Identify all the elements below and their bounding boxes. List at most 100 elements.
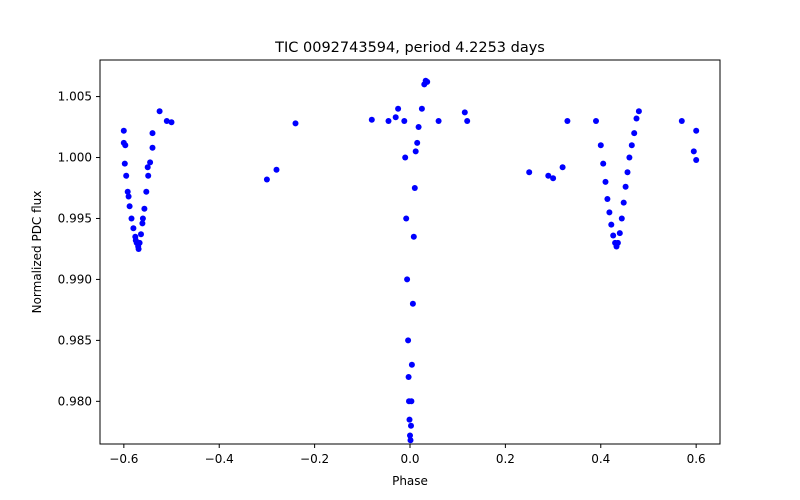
data-point [408, 422, 414, 429]
data-point [385, 118, 392, 124]
data-point [622, 183, 629, 190]
x-tick-label: 0.4 [591, 452, 610, 466]
data-point [631, 130, 638, 137]
chart-title: TIC 0092743594, period 4.2253 days [274, 40, 545, 56]
data-point [690, 148, 697, 155]
data-point [122, 142, 129, 149]
points-layer [120, 77, 700, 444]
data-point [156, 108, 163, 115]
data-point [606, 209, 613, 216]
data-point [403, 215, 410, 222]
x-axis: −0.6 −0.4 −0.2 0.0 0.2 0.4 0.6 [109, 444, 706, 466]
data-point [435, 118, 442, 124]
data-point [149, 130, 156, 137]
y-axis-label: Normalized PDC flux [30, 191, 44, 314]
data-point [564, 118, 571, 124]
data-point [424, 78, 431, 85]
data-point [635, 108, 642, 115]
data-point [550, 175, 557, 182]
data-point [415, 124, 422, 130]
y-tick-label: 1.005 [58, 90, 92, 104]
data-point [130, 225, 137, 232]
data-point [273, 166, 280, 173]
data-point [168, 119, 175, 126]
data-point [604, 196, 611, 202]
data-point [693, 157, 700, 163]
x-tick-label: 0.2 [496, 452, 515, 466]
y-tick-label: 0.985 [58, 333, 92, 347]
data-point [626, 154, 633, 161]
data-point [395, 105, 402, 112]
data-point [123, 172, 130, 179]
data-point [138, 231, 144, 238]
y-tick-label: 0.980 [58, 394, 92, 408]
y-axis: 0.980 0.985 0.990 0.995 1.000 1.005 [58, 90, 100, 408]
data-point [608, 221, 615, 228]
y-tick-label: 0.995 [58, 211, 92, 225]
data-point [147, 159, 154, 166]
data-point [597, 142, 604, 149]
data-point [149, 144, 156, 151]
data-point [624, 169, 631, 176]
data-point [545, 172, 552, 179]
data-point [128, 215, 135, 222]
data-point [402, 154, 409, 161]
data-point [610, 232, 617, 239]
data-point [408, 398, 415, 405]
y-tick-label: 0.990 [58, 272, 92, 286]
y-tick-label: 1.000 [58, 151, 92, 165]
data-point [618, 215, 625, 222]
data-point [616, 230, 623, 237]
data-point [526, 169, 533, 176]
data-point [139, 215, 146, 222]
data-point [124, 188, 131, 195]
data-point [600, 160, 607, 167]
data-point [292, 120, 299, 127]
data-point [143, 188, 150, 195]
data-point [693, 127, 700, 134]
data-point [405, 337, 412, 344]
data-point [411, 185, 418, 191]
data-point [139, 220, 146, 227]
data-point [593, 118, 599, 124]
data-point [410, 233, 417, 240]
data-point [678, 118, 685, 124]
data-point [408, 361, 415, 368]
data-point [392, 114, 399, 121]
data-point [407, 432, 413, 439]
data-point [559, 164, 566, 171]
data-point [121, 160, 128, 167]
data-point [461, 109, 468, 116]
data-point [406, 416, 413, 423]
data-point [412, 148, 419, 155]
data-point [464, 118, 471, 124]
data-point [125, 193, 132, 200]
data-point [145, 172, 152, 179]
x-tick-label: −0.2 [300, 452, 329, 466]
data-point [414, 139, 421, 146]
data-point [126, 203, 133, 210]
data-point [404, 276, 411, 283]
data-point [628, 142, 635, 149]
data-point [135, 246, 142, 252]
data-point [407, 437, 414, 444]
data-point [401, 118, 408, 124]
data-point [633, 115, 640, 122]
data-point [132, 237, 139, 244]
x-tick-label: −0.4 [205, 452, 234, 466]
data-point [418, 105, 425, 112]
data-point [602, 178, 609, 185]
data-point [620, 199, 627, 206]
x-tick-label: 0.0 [400, 452, 419, 466]
data-point [405, 374, 412, 380]
data-point [141, 205, 148, 212]
data-point [614, 239, 621, 246]
x-tick-label: 0.6 [687, 452, 706, 466]
data-point [368, 116, 375, 123]
x-tick-label: −0.6 [109, 452, 138, 466]
x-axis-label: Phase [392, 474, 428, 488]
data-point [409, 300, 416, 307]
data-point [120, 127, 127, 134]
